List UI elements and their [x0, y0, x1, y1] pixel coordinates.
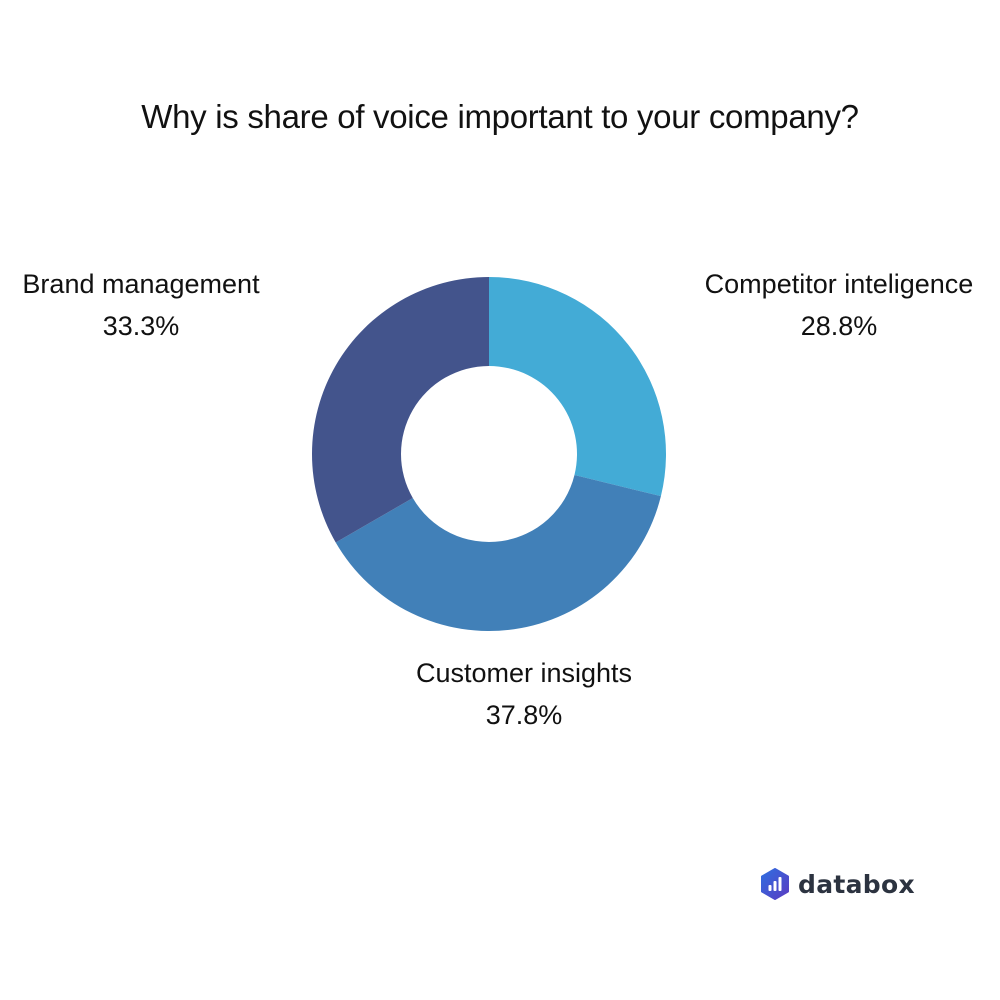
slice-label-brand-management: Brand management 33.3% — [0, 263, 282, 347]
slice-label-name: Competitor inteligence — [704, 269, 974, 299]
donut-slice-competitor-inteligence — [489, 277, 666, 497]
donut-slice-customer-insights — [335, 474, 661, 631]
databox-hexagon-bar-icon — [761, 868, 789, 900]
databox-logo-text: databox — [798, 869, 915, 899]
donut-slice-brand-management — [311, 277, 489, 543]
slice-label-competitor-intelligence: Competitor inteligence 28.8% — [676, 263, 1000, 347]
slice-label-percent: 33.3% — [102, 311, 180, 341]
slice-label-percent: 28.8% — [800, 311, 878, 341]
slice-label-name: Brand management — [22, 269, 260, 299]
slice-label-percent: 37.8% — [485, 700, 563, 730]
slice-label-customer-insights: Customer insights 37.8% — [385, 652, 663, 736]
databox-logo: databox — [760, 868, 915, 900]
slice-label-name: Customer insights — [415, 658, 633, 688]
chart-title: Why is share of voice important to your … — [141, 98, 859, 135]
